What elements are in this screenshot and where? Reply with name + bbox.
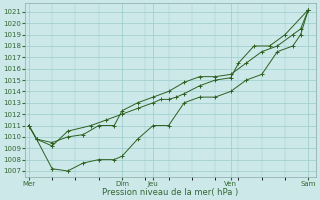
X-axis label: Pression niveau de la mer( hPa ): Pression niveau de la mer( hPa ): [102, 188, 239, 197]
